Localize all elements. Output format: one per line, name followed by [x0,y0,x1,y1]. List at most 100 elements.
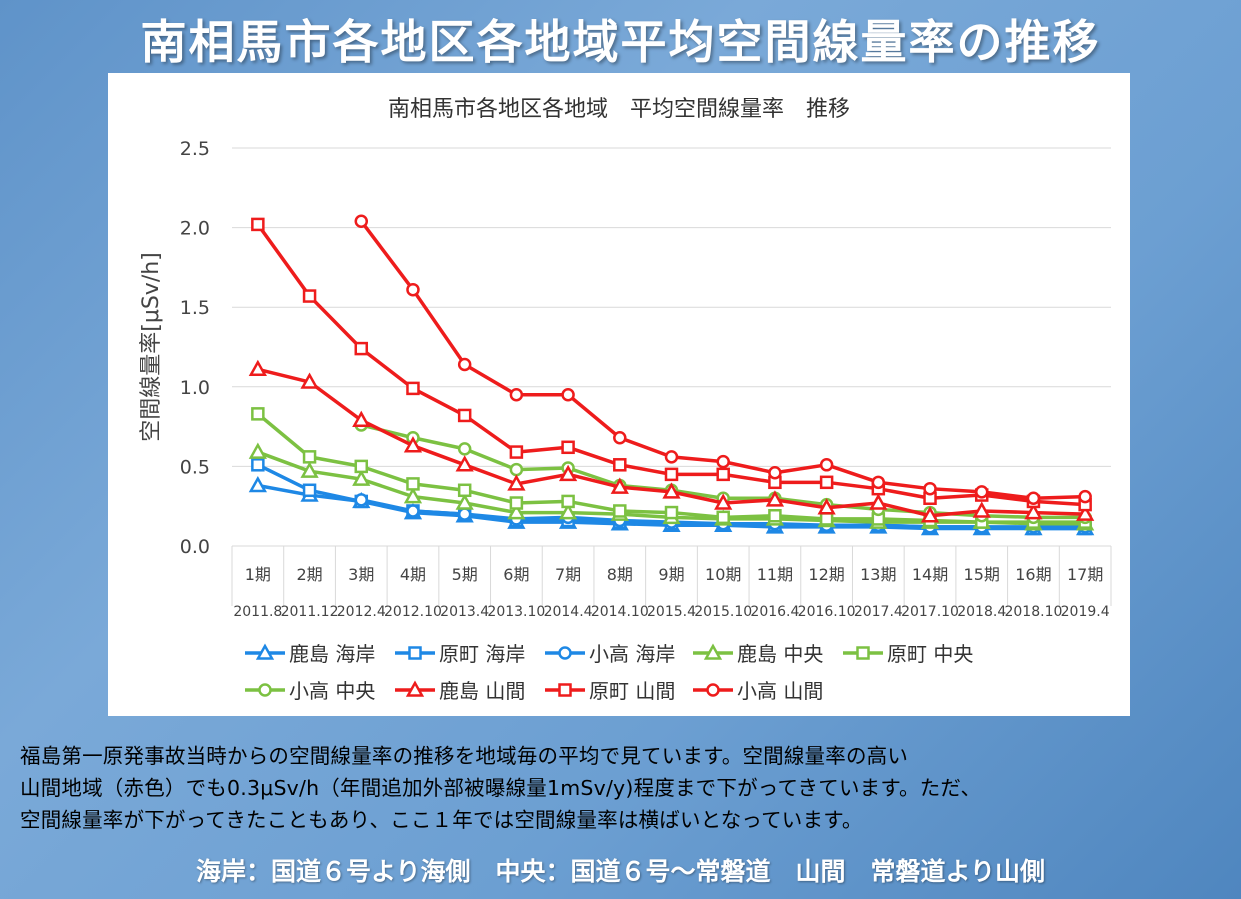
data-point [716,467,730,482]
data-point [403,487,423,504]
data-point [923,481,937,496]
data-point [455,455,474,472]
series-9 [354,214,1092,505]
x-date-label: 2017.10 [901,604,959,620]
data-point [248,475,267,493]
data-point [354,214,369,228]
x-date-label: 2019.4 [1061,604,1110,620]
legend-label: 鹿島 中央 [737,642,823,666]
legend-label: 小高 中央 [289,679,375,703]
x-tick-label: 15期 [964,565,1000,584]
x-date-label: 2012.10 [384,604,442,620]
data-point [302,289,317,303]
data-point [354,493,369,507]
legend-marker [558,683,572,697]
data-point [869,493,888,510]
y-tick-label: 0.5 [180,456,210,478]
x-date-label: 2018.10 [1004,604,1062,620]
data-point [714,493,733,510]
legend-item: 原町 山間 [545,679,675,703]
data-point [613,430,627,445]
y-tick-label: 1.5 [180,297,210,319]
data-point [300,372,319,389]
data-point [1024,503,1043,520]
data-point [457,357,472,372]
description-line: 山間地域（赤色）でも0.3μSv/h（年間追加外部被曝線量1mSv/y)程度まで… [20,776,982,800]
data-point [768,509,782,523]
series-5 [251,407,1092,529]
x-tick-label: 8期 [607,565,633,584]
data-point [509,388,524,402]
legend-item: 小高 中央 [245,679,375,703]
data-point [871,475,886,490]
data-point [352,469,371,486]
description-line: 福島第一原発事故当時からの空間線量率の推移を地域毎の平均で見ています。空間線量率… [20,744,909,768]
legend-marker [856,646,870,660]
legend-label: 原町 山間 [589,679,675,703]
data-point [509,445,524,459]
data-point [507,474,526,491]
x-tick-label: 13期 [860,565,896,584]
data-point [974,485,989,499]
x-date-label: 2015.10 [694,604,752,620]
x-tick-label: 1期 [245,565,271,584]
series-7 [248,359,1095,523]
legend-label: 小高 海岸 [589,642,675,666]
data-point [406,282,420,297]
data-point [819,475,834,490]
x-date-label: 2016.4 [750,604,799,620]
x-date-label: 2013.4 [440,604,489,620]
x-date-label: 2017.4 [854,604,903,620]
data-point [406,504,420,518]
y-tick-label: 1.0 [180,377,210,399]
data-point [354,459,369,474]
footer-note: 海岸：国道６号より海側 中央：国道６号～常磐道 山間 常磐道より山側 [195,857,1045,886]
data-point [302,483,317,498]
x-tick-label: 11期 [757,565,793,584]
data-point [920,506,940,523]
data-point [457,507,472,521]
data-point [248,442,267,459]
data-point [819,458,834,472]
data-point [302,450,317,464]
x-tick-label: 10期 [705,565,741,584]
data-point [558,464,578,482]
data-point [354,341,369,356]
data-point [613,504,627,518]
line-chart: 南相馬市各地区各地域 平均空間線量率 推移 0.0 0.5 1.0 1.5 2.0 2.5… [139,97,1112,703]
data-point [610,477,629,494]
legend-marker [405,680,425,697]
legend-label: 原町 中央 [887,642,973,666]
x-tick-label: 9期 [658,565,684,584]
legend-item: 原町 海岸 [395,642,525,666]
description: 福島第一原発事故当時からの空間線量率の推移を地域毎の平均で見ています。空間線量率… [20,740,1230,836]
x-date-label: 2011.8 [233,604,282,620]
data-point [455,493,474,510]
data-point [1026,491,1041,505]
x-date-label: 2018.4 [957,604,1006,620]
legend-label: 小高 山間 [737,679,823,703]
x-tick-label: 12期 [808,565,844,584]
x-date-label: 2012.4 [337,604,386,620]
legend-marker [706,683,720,697]
legend-item: 小高 海岸 [545,642,675,666]
data-point [561,388,575,402]
legend-item: 原町 中央 [843,642,973,666]
data-point [662,482,681,499]
data-point [716,510,730,525]
x-tick-label: 3期 [348,565,374,584]
x-date-label: 2013.10 [487,604,545,620]
y-tick-label: 2.0 [180,218,210,240]
legend-marker [558,646,572,660]
data-point [664,467,679,482]
data-point [819,512,834,526]
data-point [558,503,578,520]
data-point [406,477,420,491]
data-point [716,454,730,469]
data-point [509,462,524,477]
data-point [1078,489,1092,504]
x-tick-label: 7期 [555,565,581,584]
legend-marker [408,646,422,660]
legend-label: 鹿島 山間 [439,679,525,703]
chart-panel: 南相馬市各地区各地域 平均空間線量率 推移 0.0 0.5 1.0 1.5 2.0 2.5… [108,73,1130,716]
